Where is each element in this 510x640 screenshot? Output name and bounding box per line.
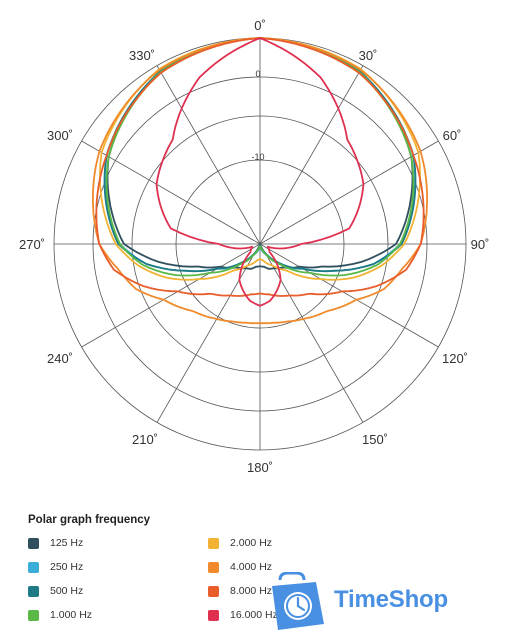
polar-chart: 0 -10 0˚ 30˚ 60˚ 90˚ 120˚ 150˚ 180˚ 210˚ 240˚ 270˚ 3…	[19, 18, 489, 475]
legend-label: 2.000 Hz	[230, 537, 273, 549]
legend-item: 125 Hz	[28, 536, 83, 550]
grid-spoke-240	[81, 243, 261, 348]
grid-spoke-210	[156, 243, 261, 423]
legend-item: 2.000 Hz	[208, 536, 272, 550]
series-line-5	[92, 37, 428, 325]
radial-tick-label: -10	[251, 152, 264, 162]
legend-item: 500 Hz	[28, 584, 83, 598]
series-line-4	[99, 37, 421, 281]
series-line-6	[95, 37, 425, 297]
polar-grid	[53, 37, 467, 451]
legend-item: 250 Hz	[28, 560, 83, 574]
legend-swatch	[208, 537, 219, 549]
watermark-text: TimeShop	[334, 586, 448, 613]
legend-label: 250 Hz	[50, 561, 84, 573]
angle-label-180: 180˚	[247, 460, 273, 475]
legend-swatch	[28, 537, 39, 549]
grid-spoke-330	[156, 65, 261, 245]
angle-label-300: 300˚	[47, 128, 73, 143]
legend-label: 8.000 Hz	[230, 585, 273, 597]
angle-label-0: 0˚	[254, 18, 266, 33]
angle-label-270: 270˚	[19, 237, 45, 252]
grid-spoke-30	[259, 65, 364, 245]
legend-swatch	[28, 561, 39, 573]
legend-swatch	[28, 609, 39, 621]
legend: Polar graph frequency 125 Hz 250 Hz 500 Hz…	[28, 514, 328, 634]
shopping-bag-clock-icon	[272, 571, 324, 630]
angle-label-90: 90˚	[471, 237, 490, 252]
legend-label: 4.000 Hz	[230, 561, 273, 573]
series-layer	[92, 37, 428, 325]
legend-swatch	[208, 561, 219, 573]
angle-label-330: 330˚	[129, 48, 155, 63]
grid-spoke-300	[81, 140, 261, 245]
grid-spoke-60	[259, 140, 439, 245]
angle-label-120: 120˚	[442, 351, 468, 366]
angle-label-240: 240˚	[47, 351, 73, 366]
legend-swatch	[28, 585, 39, 597]
angle-label-60: 60˚	[443, 128, 462, 143]
legend-item: 16.000 Hz	[208, 608, 278, 622]
grid-spoke-120	[259, 243, 439, 348]
series-line-3	[105, 37, 415, 277]
legend-swatch	[208, 609, 219, 621]
angle-label-210: 210˚	[132, 432, 158, 447]
angle-label-30: 30˚	[359, 48, 378, 63]
legend-label: 500 Hz	[50, 585, 84, 597]
legend-title: Polar graph frequency	[28, 514, 151, 526]
legend-item: 8.000 Hz	[208, 584, 272, 598]
legend-item: 1.000 Hz	[28, 608, 92, 622]
watermark: TimeShop	[268, 571, 478, 634]
labels-layer: 0 -10 0˚ 30˚ 60˚ 90˚ 120˚ 150˚ 180˚ 210˚ 240˚ 270˚ 3…	[19, 18, 489, 475]
legend-label: 1.000 Hz	[50, 609, 93, 621]
legend-swatch	[208, 585, 219, 597]
legend-label: 16.000 Hz	[230, 609, 278, 621]
radial-tick-label: 0	[255, 69, 260, 79]
series-line-7	[155, 37, 365, 307]
grid-spoke-150	[259, 243, 364, 423]
angle-label-150: 150˚	[362, 432, 388, 447]
legend-label: 125 Hz	[50, 537, 84, 549]
legend-item: 4.000 Hz	[208, 560, 272, 574]
